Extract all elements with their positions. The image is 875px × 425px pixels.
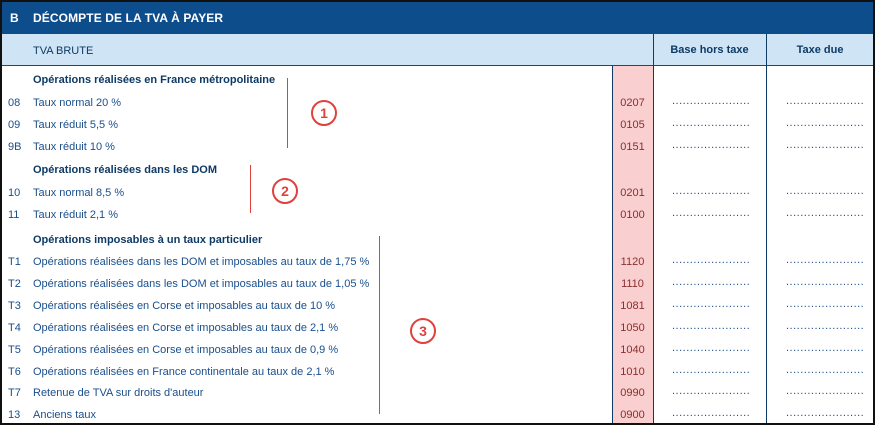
form-row: 09 Taux réduit 5,5 % 0105.................… — [2, 116, 873, 134]
row-code: 0201 — [620, 187, 645, 199]
form-row: T7 Retenue de TVA sur droits d'auteur 0990… — [2, 384, 873, 402]
row-number: 09 — [8, 119, 21, 131]
row-code: 1050 — [620, 322, 645, 334]
divider-tax-left — [766, 34, 767, 423]
row-label: Opérations réalisées en Corse et imposab… — [33, 344, 339, 356]
base-hors-taxe-field[interactable]: ...................... — [672, 185, 751, 197]
row-label: Taux réduit 10 % — [33, 141, 115, 153]
row-code: 0105 — [620, 119, 645, 131]
row-number: T2 — [8, 278, 21, 290]
form-row: T3 Opérations réalisées en Corse et impos… — [2, 297, 873, 315]
row-label: Taux normal 20 % — [33, 97, 122, 109]
row-label: Opérations réalisées en Corse et imposab… — [33, 300, 336, 312]
row-number: T4 — [8, 322, 21, 334]
section-title-dom: Opérations réalisées dans les DOM — [33, 164, 218, 176]
taxe-due-field[interactable]: ...................... — [786, 276, 865, 288]
form-row: T6 Opérations réalisées en France contine… — [2, 363, 873, 381]
row-code: 1081 — [620, 300, 645, 312]
tva-brute-label: TVA BRUTE — [33, 45, 94, 57]
form-row: T2 Opérations réalisées dans les DOM et i… — [2, 275, 873, 293]
row-number: 10 — [8, 187, 21, 199]
row-code: 0100 — [620, 209, 645, 221]
row-label: Taux normal 8,5 % — [33, 187, 125, 199]
form-row: 08 Taux normal 20 % 0207..................… — [2, 94, 873, 112]
taxe-due-field[interactable]: ...................... — [786, 185, 865, 197]
base-hors-taxe-field[interactable]: ...................... — [672, 254, 751, 266]
group-3-bracket — [379, 236, 380, 414]
row-number: T3 — [8, 300, 21, 312]
row-label: Anciens taux — [33, 409, 96, 421]
taxe-due-header: Taxe due — [796, 44, 844, 56]
row-code: 1120 — [620, 256, 645, 268]
divider-code-left — [612, 66, 613, 423]
row-number: T5 — [8, 344, 21, 356]
base-hors-taxe-field[interactable]: ...................... — [672, 298, 751, 310]
group-3-marker: 3 — [410, 318, 436, 344]
code-column — [612, 66, 653, 423]
row-number: T6 — [8, 366, 21, 378]
form-row: 13 Anciens taux 0900......................… — [2, 406, 873, 423]
base-hors-taxe-field[interactable]: ...................... — [672, 95, 751, 107]
row-label: Taux réduit 2,1 % — [33, 209, 118, 221]
base-hors-taxe-field[interactable]: ...................... — [672, 385, 751, 397]
row-code: 1040 — [620, 344, 645, 356]
taxe-due-field[interactable]: ...................... — [786, 139, 865, 151]
form-row: T1 Opérations réalisées dans les DOM et i… — [2, 253, 873, 271]
row-label: Opérations réalisées en Corse et imposab… — [33, 322, 339, 334]
base-hors-taxe-field[interactable]: ...................... — [672, 407, 751, 419]
taxe-due-field[interactable]: ...................... — [786, 364, 865, 376]
section-title-particulier: Opérations imposables à un taux particul… — [33, 234, 263, 246]
taxe-due-field[interactable]: ...................... — [786, 207, 865, 219]
form-row: 10 Taux normal 8,5 % 0201.................… — [2, 184, 873, 202]
row-label: Opérations réalisées en France continent… — [33, 366, 335, 378]
form-row: 9B Taux réduit 10 % 0151..................… — [2, 138, 873, 156]
group-1-bracket — [287, 78, 288, 148]
base-hors-taxe-field[interactable]: ...................... — [672, 276, 751, 288]
form-row: T5 Opérations réalisées en Corse et impos… — [2, 341, 873, 359]
taxe-due-field[interactable]: ...................... — [786, 254, 865, 266]
row-number: 13 — [8, 409, 21, 421]
form-row: T4 Opérations réalisées en Corse et impos… — [2, 319, 873, 337]
base-hors-taxe-field[interactable]: ...................... — [672, 117, 751, 129]
base-hors-taxe-field[interactable]: ...................... — [672, 364, 751, 376]
row-label: Opérations réalisées dans les DOM et imp… — [33, 256, 370, 268]
taxe-due-field[interactable]: ...................... — [786, 407, 865, 419]
section-title-france: Opérations réalisées en France métropoli… — [33, 74, 276, 86]
row-code: 1010 — [620, 366, 645, 378]
table-subheader: TVA BRUTE — [2, 34, 873, 66]
base-hors-taxe-field[interactable]: ...................... — [672, 139, 751, 151]
taxe-due-field[interactable]: ...................... — [786, 342, 865, 354]
row-number: T7 — [8, 387, 21, 399]
section-title: DÉCOMPTE DE LA TVA À PAYER — [33, 11, 224, 25]
row-number: 08 — [8, 97, 21, 109]
row-label: Taux réduit 5,5 % — [33, 119, 118, 131]
row-number: T1 — [8, 256, 21, 268]
row-code: 0900 — [620, 409, 645, 421]
taxe-due-field[interactable]: ...................... — [786, 117, 865, 129]
row-code: 1110 — [621, 278, 644, 290]
section-letter: B — [10, 11, 19, 25]
divider-base-left — [653, 34, 654, 423]
section-banner: B DÉCOMPTE DE LA TVA À PAYER — [2, 2, 873, 34]
row-label: Retenue de TVA sur droits d'auteur — [33, 387, 204, 399]
group-1-marker: 1 — [311, 100, 337, 126]
row-label: Opérations réalisées dans les DOM et imp… — [33, 278, 370, 290]
taxe-due-field[interactable]: ...................... — [786, 95, 865, 107]
row-code: 0151 — [620, 141, 645, 153]
taxe-due-field[interactable]: ...................... — [786, 385, 865, 397]
row-code: 0990 — [620, 387, 645, 399]
taxe-due-field[interactable]: ...................... — [786, 298, 865, 310]
form-row: 11 Taux réduit 2,1 % 0100.................… — [2, 206, 873, 224]
taxe-due-field[interactable]: ...................... — [786, 320, 865, 332]
base-hors-taxe-field[interactable]: ...................... — [672, 320, 751, 332]
base-hors-taxe-field[interactable]: ...................... — [672, 342, 751, 354]
row-number: 11 — [8, 209, 20, 221]
row-code: 0207 — [620, 97, 645, 109]
group-2-marker: 2 — [272, 178, 298, 204]
base-hors-taxe-header: Base hors taxe — [670, 44, 749, 56]
base-hors-taxe-field[interactable]: ...................... — [672, 207, 751, 219]
group-2-bracket — [250, 165, 251, 213]
row-number: 9B — [8, 141, 22, 153]
